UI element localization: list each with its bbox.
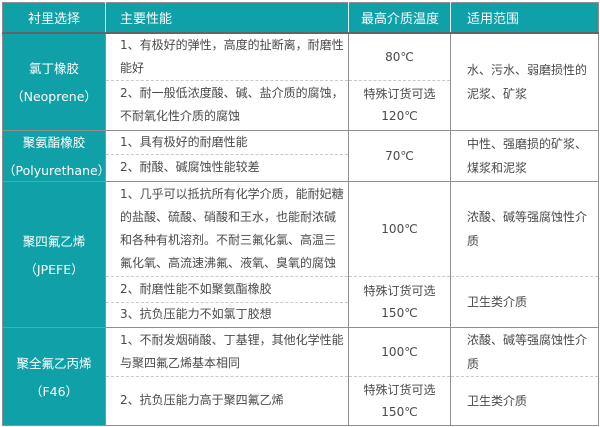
- material-cell-neoprene: 氯丁橡胶 （Neoprene）: [2, 32, 106, 130]
- material-alias: （F46）: [29, 383, 79, 399]
- range-cell: 中性、强磨损的矿浆、煤浆和泥浆: [450, 129, 599, 181]
- range-cell: 浓酸、碱等强腐蚀性介质: [450, 180, 599, 276]
- material-alias: （Polyurethane）: [3, 163, 111, 178]
- performance-cell: 2、耐酸、碱腐蚀性能较差: [105, 153, 349, 181]
- temperature-cell: 100℃: [348, 180, 451, 276]
- table-row: 2、耐一般低浓度酸、碱、盐介质的腐蚀，不耐氧化性介质的腐蚀 特殊订货可选 120…: [3, 79, 599, 130]
- table-row: 聚全氟乙丙烯 （F46） 1、不耐发烟硝酸、丁基锂，其他化学性能与聚四氟乙烯基本…: [2, 326, 599, 425]
- temperature-value: 120℃: [381, 109, 418, 123]
- range-cell: 卫生类介质: [450, 275, 599, 327]
- temperature-cell: 特殊订货可选 150℃: [348, 375, 451, 425]
- temperature-note: 特殊订货可选: [363, 283, 436, 298]
- range-cell: 水、污水、弱磨损性的泥浆、矿浆: [450, 32, 599, 130]
- temperature-note: 特殊订货可选: [363, 382, 436, 397]
- material-alias: （JPEFE）: [24, 261, 84, 277]
- material-cell-ptfe: 聚四氟乙烯 （JPEFE）: [2, 180, 106, 327]
- table-row: 聚四氟乙烯 （JPEFE） 1、几乎可以抵抗所有化学介质，能耐妃糖的盐酸、硫酸、…: [2, 180, 599, 327]
- table-row: 聚氨酯橡胶 （Polyurethane） 1、具有极好的耐磨性能 70℃ 中性、…: [2, 129, 599, 181]
- range-cell: 卫生类介质: [450, 375, 599, 425]
- table-header-row: 衬里选择 主要性能 最高介质温度 适用范围: [2, 2, 599, 34]
- material-name: 聚全氟乙丙烯: [16, 355, 92, 371]
- performance-cell: 1、不耐发烟硝酸、丁基锂，其他化学性能与聚四氟乙烯基本相同: [105, 326, 349, 376]
- performance-cell: 3、抗负压能力不如氯丁胶想: [105, 301, 349, 327]
- temperature-cell: 70℃: [348, 129, 451, 181]
- temperature-cell: 80℃: [348, 32, 451, 80]
- material-name: 聚氨酯橡胶: [22, 135, 86, 150]
- performance-cell: 1、有极好的弹性，高度的扯断离，耐磨性能好: [105, 32, 349, 80]
- temperature-cell: 100℃: [348, 326, 451, 376]
- material-name: 聚四氟乙烯: [22, 233, 86, 249]
- table-row: 2、耐磨性能不如聚氨酯橡胶 特殊订货可选 150℃ 卫生类介质: [3, 275, 599, 327]
- table-row: 2、抗负压能力高于聚四氟乙烯 特殊订货可选 150℃ 卫生类介质: [3, 375, 599, 425]
- material-name: 氯丁橡胶: [28, 61, 79, 76]
- header-cell-lining: 衬里选择: [2, 2, 106, 34]
- temperature-cell: 特殊订货可选 120℃: [348, 79, 451, 130]
- temperature-note: 特殊订货可选: [363, 87, 436, 101]
- performance-cell: 1、几乎可以抵抗所有化学介质，能耐妃糖的盐酸、硫酸、硝酸和王水，也能耐浓碱和各种…: [105, 180, 349, 276]
- header-cell-performance: 主要性能: [105, 2, 349, 34]
- temperature-value: 150℃: [381, 305, 418, 320]
- performance-cell: 2、耐磨性能不如聚氨酯橡胶: [105, 275, 349, 302]
- table-row: 3、抗负压能力不如氯丁胶想: [3, 301, 599, 327]
- performance-cell: 1、具有极好的耐磨性能: [105, 129, 349, 154]
- table-row: 氯丁橡胶 （Neoprene） 1、有极好的弹性，高度的扯断离，耐磨性能好 80…: [2, 32, 599, 130]
- header-cell-temperature: 最高介质温度: [348, 2, 451, 34]
- temperature-value: 150℃: [381, 404, 418, 419]
- performance-cell: 2、抗负压能力高于聚四氟乙烯: [105, 375, 349, 425]
- temperature-cell: 特殊订货可选 150℃: [348, 275, 451, 327]
- header-cell-range: 适用范围: [450, 2, 599, 34]
- range-cell: 浓酸、碱等强腐蚀性介质: [450, 326, 599, 376]
- table-row: 2、耐酸、碱腐蚀性能较差: [3, 153, 599, 181]
- performance-cell: 2、耐一般低浓度酸、碱、盐介质的腐蚀，不耐氧化性介质的腐蚀: [105, 79, 349, 130]
- material-cell-polyurethane: 聚氨酯橡胶 （Polyurethane）: [2, 129, 111, 181]
- material-alias: （Neoprene）: [11, 89, 97, 104]
- material-cell-f46: 聚全氟乙丙烯 （F46）: [2, 326, 106, 425]
